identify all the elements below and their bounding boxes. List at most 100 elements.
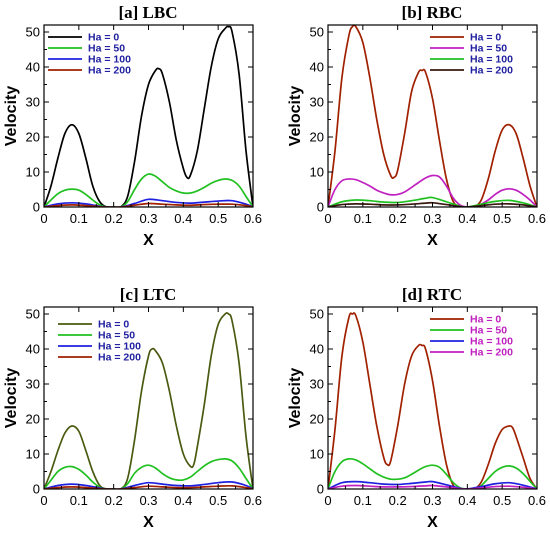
series-line-2 (328, 174, 537, 207)
x-tick-label: 0.5 (493, 493, 511, 508)
x-axis-label: X (143, 514, 154, 531)
y-tick-label: 10 (310, 447, 324, 462)
legend-label: Ha = 50 (470, 325, 507, 337)
x-tick-label: 0.4 (174, 493, 192, 508)
series-line-2 (328, 457, 537, 489)
x-axis-label: X (427, 514, 438, 531)
x-tick-label: 0.5 (209, 211, 227, 226)
y-tick-label: 30 (26, 377, 40, 392)
y-tick-label: 20 (26, 412, 40, 427)
y-axis-label: Velocity (3, 86, 20, 147)
series-line-3 (44, 198, 253, 207)
legend-label: Ha = 0 (470, 314, 501, 326)
y-tick-label: 50 (310, 25, 324, 40)
y-tick-label: 30 (310, 377, 324, 392)
legend-label: Ha = 100 (88, 54, 131, 66)
chart-title: [b] RBC (402, 3, 463, 22)
y-tick-label: 40 (26, 342, 40, 357)
x-tick-label: 0.2 (389, 211, 407, 226)
series-line-1 (44, 312, 253, 489)
chart-title: [c] LTC (120, 285, 177, 304)
y-axis-label: Velocity (287, 86, 304, 147)
x-tick-label: 0.2 (105, 211, 123, 226)
y-tick-label: 40 (310, 342, 324, 357)
series-line-1 (44, 25, 253, 207)
y-tick-label: 20 (310, 130, 324, 145)
x-axis-label: X (427, 232, 438, 249)
x-tick-label: 0.6 (528, 493, 546, 508)
x-tick-label: 0.4 (174, 211, 192, 226)
legend-label: Ha = 50 (98, 330, 135, 342)
x-tick-label: 0.1 (354, 493, 372, 508)
y-tick-label: 50 (26, 25, 40, 40)
legend-label: Ha = 0 (98, 319, 129, 331)
y-axis-label: Velocity (3, 368, 20, 429)
x-tick-label: 0 (40, 493, 47, 508)
y-tick-label: 10 (26, 165, 40, 180)
chart-title: [a] LBC (118, 3, 177, 22)
x-tick-label: 0.1 (70, 211, 88, 226)
legend-label: Ha = 0 (88, 32, 119, 44)
chart-panel-4: [d] RTC 0 0.1 0.2 0.3 0.4 0.5 0.6 0 10 20 30 40 50 X Ve… (287, 285, 546, 531)
x-tick-label: 0.3 (139, 211, 157, 226)
x-tick-label: 0.6 (528, 211, 546, 226)
x-tick-label: 0 (324, 211, 331, 226)
chart-panel-1: [a] LBC 0 0.1 0.2 0.3 0.4 0.5 0.6 0 10 20 30 40 50 X Ve… (3, 3, 262, 249)
series-line-2 (44, 173, 253, 207)
legend-label: Ha = 100 (98, 341, 141, 353)
legend-label: Ha = 200 (470, 65, 513, 77)
x-tick-label: 0.6 (244, 493, 262, 508)
y-tick-label: 0 (33, 200, 40, 215)
series-line-3 (44, 481, 253, 489)
legend-label: Ha = 200 (470, 347, 513, 359)
y-tick-label: 30 (310, 95, 324, 110)
y-tick-label: 40 (26, 60, 40, 75)
x-tick-label: 0.1 (354, 211, 372, 226)
y-tick-label: 30 (26, 95, 40, 110)
series-line-3 (328, 480, 537, 489)
y-tick-label: 50 (26, 307, 40, 322)
x-tick-label: 0.1 (70, 493, 88, 508)
y-axis-label: Velocity (287, 368, 304, 429)
legend-label: Ha = 50 (88, 43, 125, 55)
x-tick-label: 0.5 (209, 493, 227, 508)
chart-panel-2: [b] RBC 0 0.1 0.2 0.3 0.4 0.5 0.6 0 10 20 30 40 50 X Ve… (287, 3, 546, 249)
x-tick-label: 0.3 (139, 493, 157, 508)
y-tick-label: 10 (26, 447, 40, 462)
series-line-1 (328, 24, 537, 207)
chart-panel-3: [c] LTC 0 0.1 0.2 0.3 0.4 0.5 0.6 0 10 20 30 40 50 X Ve… (3, 285, 262, 531)
y-tick-label: 0 (317, 482, 324, 497)
x-tick-label: 0.4 (458, 493, 476, 508)
x-axis-label: X (143, 232, 154, 249)
x-tick-label: 0.5 (493, 211, 511, 226)
y-tick-label: 0 (33, 482, 40, 497)
x-tick-label: 0.2 (105, 493, 123, 508)
series-line-1 (328, 312, 537, 489)
legend-label: Ha = 100 (470, 336, 513, 348)
legend-label: Ha = 0 (470, 32, 501, 44)
x-tick-label: 0.3 (423, 211, 441, 226)
x-tick-label: 0.2 (389, 493, 407, 508)
y-tick-label: 0 (317, 200, 324, 215)
x-tick-label: 0.3 (423, 493, 441, 508)
x-tick-label: 0 (40, 211, 47, 226)
y-tick-label: 10 (310, 165, 324, 180)
legend-label: Ha = 200 (98, 352, 141, 364)
legend-label: Ha = 200 (88, 65, 131, 77)
x-tick-label: 0.6 (244, 211, 262, 226)
y-tick-label: 50 (310, 307, 324, 322)
series-line-2 (44, 457, 253, 489)
legend-label: Ha = 50 (470, 43, 507, 55)
y-tick-label: 40 (310, 60, 324, 75)
x-tick-label: 0.4 (458, 211, 476, 226)
legend-label: Ha = 100 (470, 54, 513, 66)
series-line-3 (328, 196, 537, 207)
x-tick-label: 0 (324, 493, 331, 508)
y-tick-label: 20 (310, 412, 324, 427)
chart-title: [d] RTC (402, 285, 462, 304)
